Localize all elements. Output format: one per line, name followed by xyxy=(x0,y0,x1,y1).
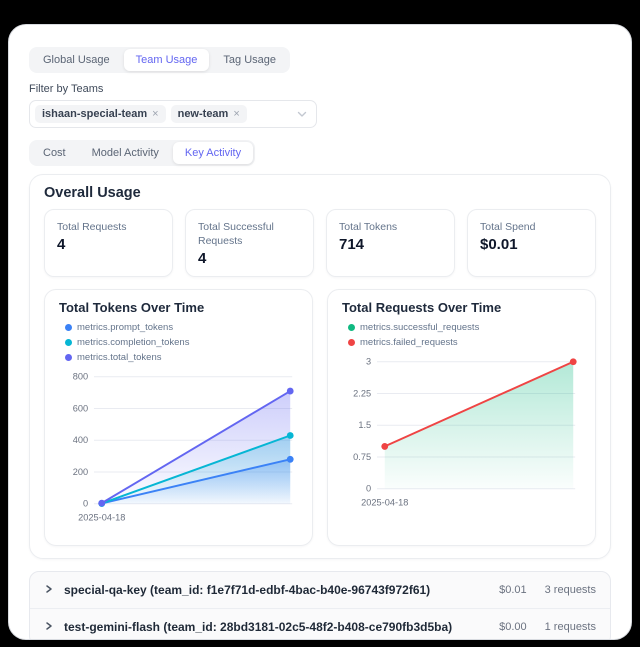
key-row-special-qa-key[interactable]: special-qa-key (team_id: f1e7f71d-edbf-4… xyxy=(30,572,610,608)
legend-label: metrics.completion_tokens xyxy=(77,337,190,348)
key-request-count: 1 requests xyxy=(544,621,596,633)
legend-item: metrics.prompt_tokens xyxy=(65,322,173,333)
team-chip-label: new-team xyxy=(177,108,229,120)
stat-card-total-tokens: Total Tokens 714 xyxy=(326,209,455,277)
chart-legend: metrics.successful_requests metrics.faile… xyxy=(348,322,581,348)
chart-title: Total Requests Over Time xyxy=(342,300,502,315)
svg-text:0.75: 0.75 xyxy=(353,452,371,462)
tokens-chart-canvas: 0 200 400 600 800 2025-04-18 xyxy=(73,372,294,522)
team-select[interactable]: ishaan-special-team × new-team × xyxy=(29,100,317,128)
tab-cost[interactable]: Cost xyxy=(31,142,78,164)
legend-dot-icon xyxy=(65,354,72,361)
stat-value: 714 xyxy=(339,236,365,254)
key-request-count: 3 requests xyxy=(544,584,596,596)
chevron-down-icon xyxy=(296,108,308,120)
tab-team-usage[interactable]: Team Usage xyxy=(123,49,210,71)
chip-remove-icon[interactable]: × xyxy=(233,108,240,120)
svg-text:2.25: 2.25 xyxy=(353,388,371,398)
legend-item: metrics.total_tokens xyxy=(65,352,161,363)
legend-dot-icon xyxy=(348,324,355,331)
stat-value: 4 xyxy=(57,236,66,254)
activity-tabs: Cost Model Activity Key Activity xyxy=(29,140,256,166)
svg-text:800: 800 xyxy=(73,372,88,382)
legend-label: metrics.successful_requests xyxy=(360,322,480,333)
tokens-chart-card: Total Tokens Over Time metrics.prompt_to… xyxy=(44,289,313,546)
stat-value: 4 xyxy=(198,250,207,268)
stat-label: Total Requests xyxy=(57,221,127,233)
chart-legend: metrics.prompt_tokens metrics.completion_… xyxy=(65,322,298,363)
legend-label: metrics.prompt_tokens xyxy=(77,322,174,333)
chip-remove-icon[interactable]: × xyxy=(152,108,159,120)
chevron-right-icon xyxy=(44,618,54,636)
tab-key-activity[interactable]: Key Activity xyxy=(172,142,254,164)
usage-dashboard-page: Global Usage Team Usage Tag Usage Filter… xyxy=(8,24,632,640)
stats-grid: Total Requests 4 Total Successful Reques… xyxy=(44,209,596,277)
requests-chart-canvas: 0 0.75 1.5 2.25 3 2025-04-18 xyxy=(353,357,577,507)
svg-text:400: 400 xyxy=(73,435,88,445)
key-name: special-qa-key (team_id: f1e7f71d-edbf-4… xyxy=(64,583,431,597)
legend-dot-icon xyxy=(348,339,355,346)
team-chip-label: ishaan-special-team xyxy=(42,108,148,120)
svg-text:600: 600 xyxy=(73,403,88,413)
stat-label: Total Successful Requests xyxy=(198,221,274,248)
stat-label: Total Tokens xyxy=(339,221,398,233)
legend-item: metrics.failed_requests xyxy=(348,337,581,348)
svg-text:200: 200 xyxy=(73,467,88,477)
charts-grid: Total Tokens Over Time metrics.prompt_to… xyxy=(44,289,596,546)
svg-text:0: 0 xyxy=(83,499,88,509)
legend-item: metrics.successful_requests xyxy=(348,322,581,333)
key-activity-list: special-qa-key (team_id: f1e7f71d-edbf-4… xyxy=(29,571,611,639)
svg-text:3: 3 xyxy=(366,357,371,367)
legend-label: metrics.failed_requests xyxy=(360,337,458,348)
svg-text:0: 0 xyxy=(366,484,371,494)
overall-usage-panel: Overall Usage Total Requests 4 Total Suc… xyxy=(29,174,611,559)
filter-by-teams-label: Filter by Teams xyxy=(29,83,104,95)
team-chip[interactable]: new-team × xyxy=(170,105,247,123)
requests-chart-card: Total Requests Over Time metrics.success… xyxy=(327,289,596,546)
team-chip[interactable]: ishaan-special-team × xyxy=(35,105,166,123)
stat-label: Total Spend xyxy=(480,221,536,233)
chevron-right-icon xyxy=(44,581,54,599)
legend-item: metrics.completion_tokens xyxy=(65,337,189,348)
panel-title: Overall Usage xyxy=(44,185,141,201)
stat-card-total-spend: Total Spend $0.01 xyxy=(467,209,596,277)
svg-text:1.5: 1.5 xyxy=(358,420,371,430)
tab-model-activity[interactable]: Model Activity xyxy=(80,142,171,164)
stat-value: $0.01 xyxy=(480,236,518,254)
key-spend: $0.01 xyxy=(499,584,527,596)
legend-dot-icon xyxy=(65,339,72,346)
legend-dot-icon xyxy=(65,324,72,331)
tab-global-usage[interactable]: Global Usage xyxy=(31,49,122,71)
key-name: test-gemini-flash (team_id: 28bd3181-02c… xyxy=(64,620,453,634)
key-spend: $0.00 xyxy=(499,621,527,633)
svg-text:2025-04-18: 2025-04-18 xyxy=(78,512,125,522)
key-row-test-gemini-flash[interactable]: test-gemini-flash (team_id: 28bd3181-02c… xyxy=(30,608,610,639)
svg-text:2025-04-18: 2025-04-18 xyxy=(361,497,408,507)
usage-scope-tabs: Global Usage Team Usage Tag Usage xyxy=(29,47,291,73)
tab-tag-usage[interactable]: Tag Usage xyxy=(211,49,288,71)
stat-card-total-successful-requests: Total Successful Requests 4 xyxy=(185,209,314,277)
chart-title: Total Tokens Over Time xyxy=(59,300,205,315)
stat-card-total-requests: Total Requests 4 xyxy=(44,209,173,277)
legend-label: metrics.total_tokens xyxy=(77,352,162,363)
